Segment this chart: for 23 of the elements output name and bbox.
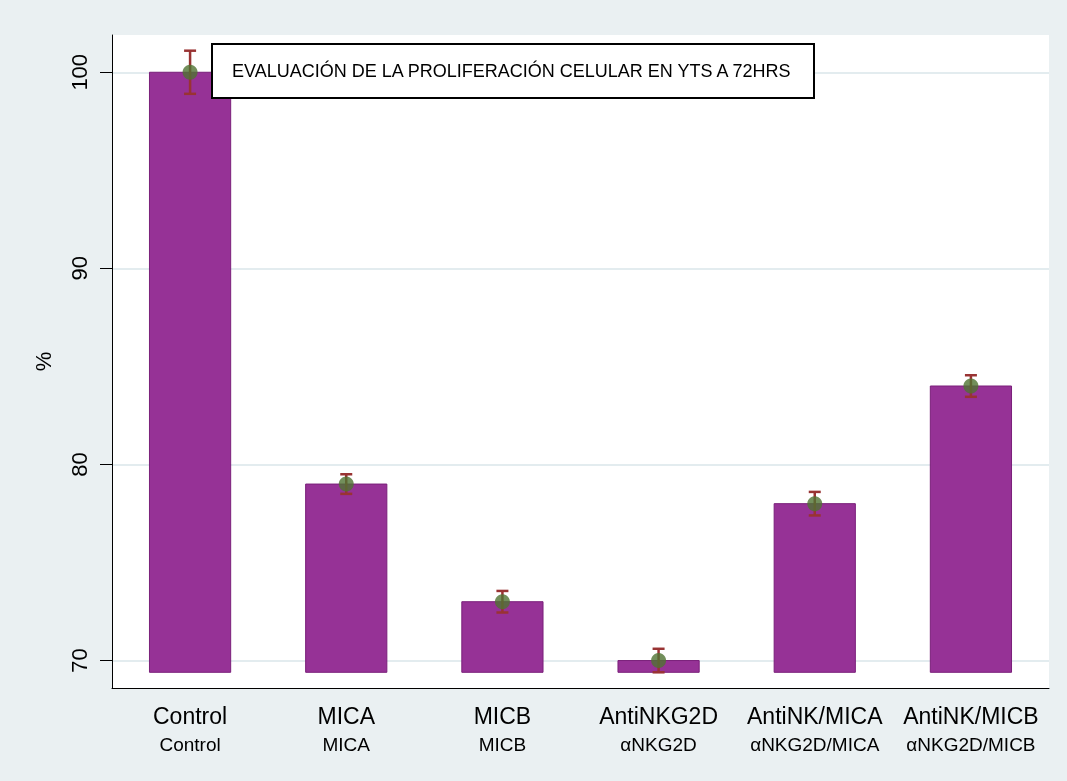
y-axis-title: %	[30, 351, 56, 372]
point	[182, 64, 198, 80]
x-tick-label: MICB MICB	[473, 703, 532, 755]
y-tick-label: 70	[66, 648, 92, 673]
x-tick-label: AntiNKG2D αNKG2D	[599, 703, 719, 755]
bar	[773, 503, 856, 673]
bar	[929, 385, 1013, 673]
y-tick-label: 90	[66, 256, 92, 281]
x-tick-label: AntiNK/MICB αNKG2D/MICB	[903, 703, 1039, 755]
y-tick-label: 100	[66, 53, 92, 91]
point	[807, 496, 823, 512]
x-tick-label: MICA MICA	[317, 703, 376, 755]
x-tick-label: AntiNK/MICA αNKG2D/MICA	[747, 703, 884, 755]
point	[338, 476, 354, 492]
x-tick-label: Control Control	[153, 703, 228, 755]
point	[494, 594, 510, 610]
y-tick-label: 80	[66, 452, 92, 477]
bar	[305, 483, 388, 673]
bar	[461, 601, 544, 673]
text: EVALUACIÓN DE LA PROLIFERACIÓN CELULAR EN YTS A 72HRS	[232, 60, 791, 81]
bar	[148, 71, 232, 673]
point	[651, 653, 667, 669]
point	[963, 378, 979, 394]
